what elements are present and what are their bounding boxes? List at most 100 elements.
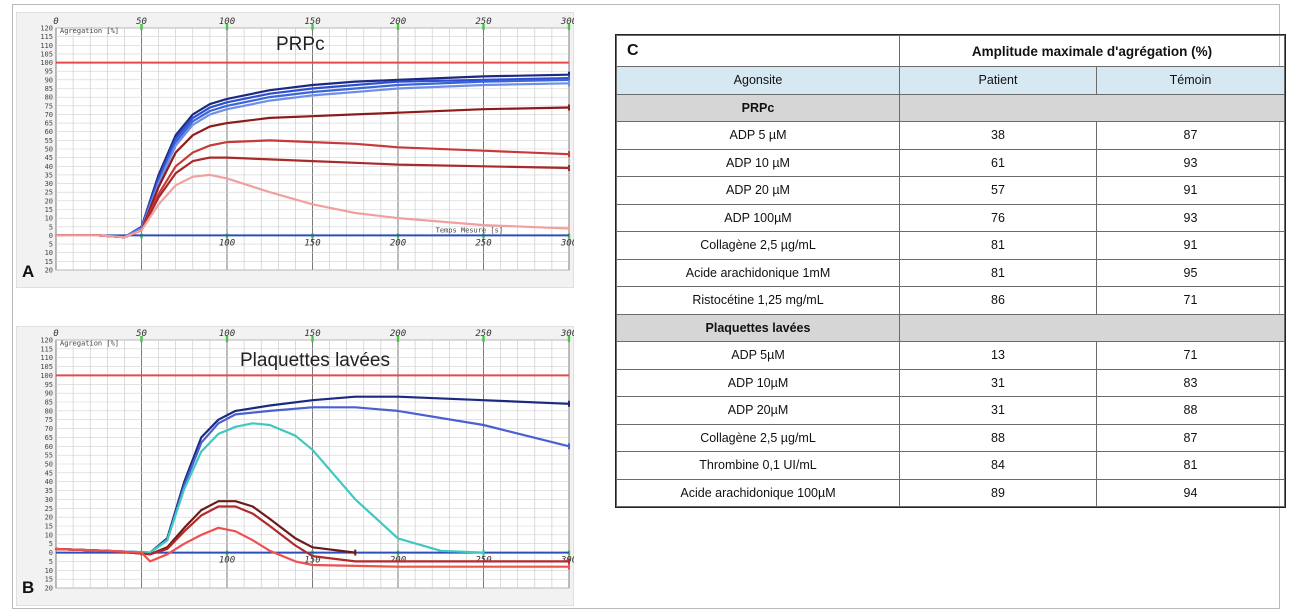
y-tick-label: 45 (45, 154, 53, 162)
cell-control: 87 (1096, 121, 1285, 150)
cell-patient: 13 (899, 341, 1097, 370)
panel-a: 0501001502002503001001502002503001201151… (16, 12, 574, 288)
cell-patient: 38 (899, 121, 1097, 150)
series-end-marker (568, 558, 570, 565)
cell-control: 71 (1096, 286, 1285, 315)
cell-patient: 88 (899, 423, 1097, 452)
section-filler (899, 93, 1285, 122)
series-line-7 (54, 173, 571, 239)
y-tick-label: 5 (49, 241, 53, 249)
cell-agonist: ADP 20µM (616, 396, 900, 425)
series-end-marker (568, 443, 570, 450)
series-line-4 (54, 505, 571, 563)
y-tick-label: 105 (40, 50, 53, 58)
table-row: Thrombine 0,1 UI/mL 84 81 (616, 451, 1285, 480)
x-tick-label-top: 200 (390, 329, 406, 339)
x-tick-label-bottom: 300 (560, 238, 574, 248)
series-end-marker (482, 549, 485, 556)
cell-agonist: ADP 100µM (616, 203, 900, 232)
cell-control: 91 (1096, 231, 1285, 260)
cell-control: 95 (1096, 258, 1285, 287)
cell-patient: 84 (899, 451, 1097, 480)
series-end-marker (354, 549, 357, 556)
aggregation-chart-a: 0501001502002503001001502002503001201151… (16, 12, 574, 288)
series-end-marker (568, 104, 570, 111)
table-main-header: Amplitude maximale d'agrégation (%) (899, 35, 1285, 67)
table-row: ADP 20 µM 57 91 (616, 176, 1285, 205)
x-tick-label-bottom: 100 (219, 238, 235, 248)
aggregation-chart-b: 0501001502002503001001502002503001201151… (16, 326, 574, 606)
series-end-marker (568, 400, 570, 407)
x-tick-label-top: 50 (136, 17, 147, 27)
panel-b-letter: B (22, 578, 35, 597)
y-tick-label: 80 (45, 94, 53, 102)
panel-b: 0501001502002503001001502002503001201151… (16, 326, 574, 606)
y-tick-label: 85 (45, 85, 53, 93)
column-header-agonist: Agonsite (616, 66, 900, 95)
cell-control: 83 (1096, 368, 1285, 397)
x-tick-label-top: 300 (560, 329, 574, 339)
y-tick-label: 105 (40, 363, 53, 371)
cell-agonist: ADP 5µM (616, 341, 900, 370)
series-line-5 (54, 526, 571, 568)
cell-agonist: Acide arachidonique 1mM (616, 258, 900, 287)
y-tick-label: 70 (45, 111, 53, 119)
marker-top (140, 24, 143, 30)
y-tick-label: 20 (45, 585, 53, 593)
y-tick-label: 85 (45, 399, 53, 407)
x-tick-label-top: 150 (304, 17, 320, 27)
cell-patient: 57 (899, 176, 1097, 205)
cell-patient: 61 (899, 148, 1097, 177)
cell-patient: 89 (899, 478, 1097, 507)
table-row: Collagène 2,5 µg/mL 81 91 (616, 231, 1285, 260)
y-tick-label: 115 (40, 345, 53, 353)
y-tick-label: 40 (45, 478, 53, 486)
y-tick-label: 20 (45, 197, 53, 205)
marker-top (225, 24, 229, 30)
y-tick-label: 100 (40, 372, 53, 380)
series-line-2 (54, 422, 485, 554)
y-tick-label: 45 (45, 469, 53, 477)
series-end-marker (568, 225, 570, 232)
x-tick-label-bottom: 100 (219, 556, 235, 566)
x-tick-label-top: 250 (475, 329, 491, 339)
y-tick-label: 10 (45, 249, 53, 257)
chart-a-title: PRPc (276, 34, 325, 55)
y-tick-label: 20 (45, 514, 53, 522)
table-section-row: PRPc (616, 93, 1285, 122)
y-tick-label: 50 (45, 146, 53, 154)
y-tick-label: 55 (45, 137, 53, 145)
x-tick-label-top: 50 (136, 329, 147, 339)
x-axis-label: Temps Mesure [s] (436, 226, 503, 234)
y-tick-label: 65 (45, 434, 53, 442)
series-end-marker (568, 80, 570, 87)
cell-agonist: Acide arachidonique 100µM (616, 478, 900, 507)
y-tick-label: 15 (45, 523, 53, 531)
y-tick-label: 15 (45, 576, 53, 584)
y-tick-label: 25 (45, 505, 53, 513)
marker-top (482, 336, 485, 342)
table-row: ADP 10 µM 61 93 (616, 148, 1285, 177)
series-end-marker (568, 71, 570, 78)
y-tick-label: 35 (45, 171, 53, 179)
y-tick-label: 110 (40, 42, 53, 50)
x-tick-label-top: 150 (304, 329, 320, 339)
cell-control: 94 (1096, 478, 1285, 507)
cell-control: 87 (1096, 423, 1285, 452)
table-row: Ristocétine 1,25 mg/mL 86 71 (616, 286, 1285, 315)
series-end-marker (568, 563, 570, 570)
cell-patient: 76 (899, 203, 1097, 232)
marker-top (225, 336, 229, 342)
cell-patient: 86 (899, 286, 1097, 315)
cell-control: 88 (1096, 396, 1285, 425)
y-tick-label: 30 (45, 180, 53, 188)
cell-patient: 31 (899, 396, 1097, 425)
cell-agonist: Collagène 2,5 µg/mL (616, 231, 900, 260)
section-filler (899, 313, 1285, 342)
y-tick-label: 75 (45, 102, 53, 110)
y-axis-label: Agregation [%] (60, 339, 119, 347)
y-tick-label: 115 (40, 33, 53, 41)
cell-agonist: Collagène 2,5 µg/mL (616, 423, 900, 452)
y-tick-label: 95 (45, 381, 53, 389)
y-tick-label: 40 (45, 163, 53, 171)
